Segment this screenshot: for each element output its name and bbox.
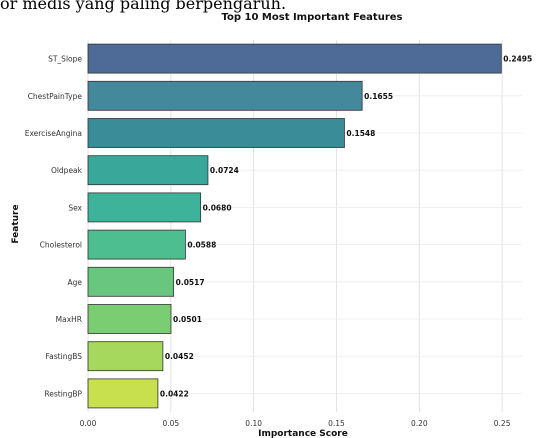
data-label: 0.0724 [210, 166, 239, 175]
data-labels: 0.2495 0.1655 0.1548 0.0724 0.0680 0.0588 0.05… [160, 55, 532, 399]
data-label: 0.0680 [203, 203, 232, 212]
x-tick-label: 0.05 [162, 419, 179, 428]
y-tick-label: ChestPainType [28, 92, 83, 101]
bar-maxhr [87, 304, 172, 334]
bar-fastingbs [87, 341, 164, 372]
x-tick-label: 0.00 [80, 419, 97, 428]
y-tick-label: Age [67, 278, 82, 287]
bar-oldpeak [87, 155, 209, 186]
bar-exerciseangina [87, 118, 345, 148]
x-tick-label: 0.10 [245, 419, 262, 428]
x-axis-label: Importance Score [258, 429, 348, 438]
bar-st-slope [87, 43, 502, 74]
y-tick-label: Oldpeak [51, 166, 83, 175]
page-body-text-line: or medis yang paling berpengaruh. [0, 0, 287, 13]
bar-restingbp [87, 378, 159, 409]
bar-age [87, 266, 175, 297]
y-tick-label: FastingBS [46, 352, 83, 361]
y-tick-label: RestingBP [44, 389, 82, 398]
bar-sex [87, 192, 202, 223]
data-label: 0.0422 [160, 389, 189, 398]
y-tick-label: Sex [68, 203, 82, 212]
page-body-text: or medis yang paling berpengaruh. [0, 0, 543, 16]
y-axis-label: Feature [11, 204, 21, 243]
data-label: 0.0588 [187, 241, 216, 250]
chart-title: Top 10 Most Important Features [222, 12, 403, 23]
data-label: 0.1655 [364, 92, 393, 101]
x-tick-label: 0.20 [411, 419, 428, 428]
data-label: 0.0517 [176, 278, 205, 287]
data-label: 0.1548 [346, 129, 375, 138]
y-tick-label: ExerciseAngina [25, 129, 82, 138]
x-tick-label: 0.25 [494, 419, 511, 428]
y-tick-label: ST_Slope [48, 55, 82, 64]
data-label: 0.2495 [503, 55, 532, 64]
data-label: 0.0501 [173, 315, 202, 324]
bar-cholesterol [87, 229, 186, 260]
data-label: 0.0452 [165, 352, 194, 361]
x-axis-ticks: 0.00 0.05 0.10 0.15 0.20 0.25 [80, 419, 511, 428]
y-axis-ticks: ST_Slope ChestPainType ExerciseAngina Oldpe… [25, 55, 83, 399]
y-tick-label: MaxHR [56, 315, 82, 324]
x-tick-label: 0.15 [328, 419, 345, 428]
bar-chestpaintype [87, 80, 363, 111]
y-tick-label: Cholesterol [40, 241, 82, 250]
bars [87, 43, 502, 409]
